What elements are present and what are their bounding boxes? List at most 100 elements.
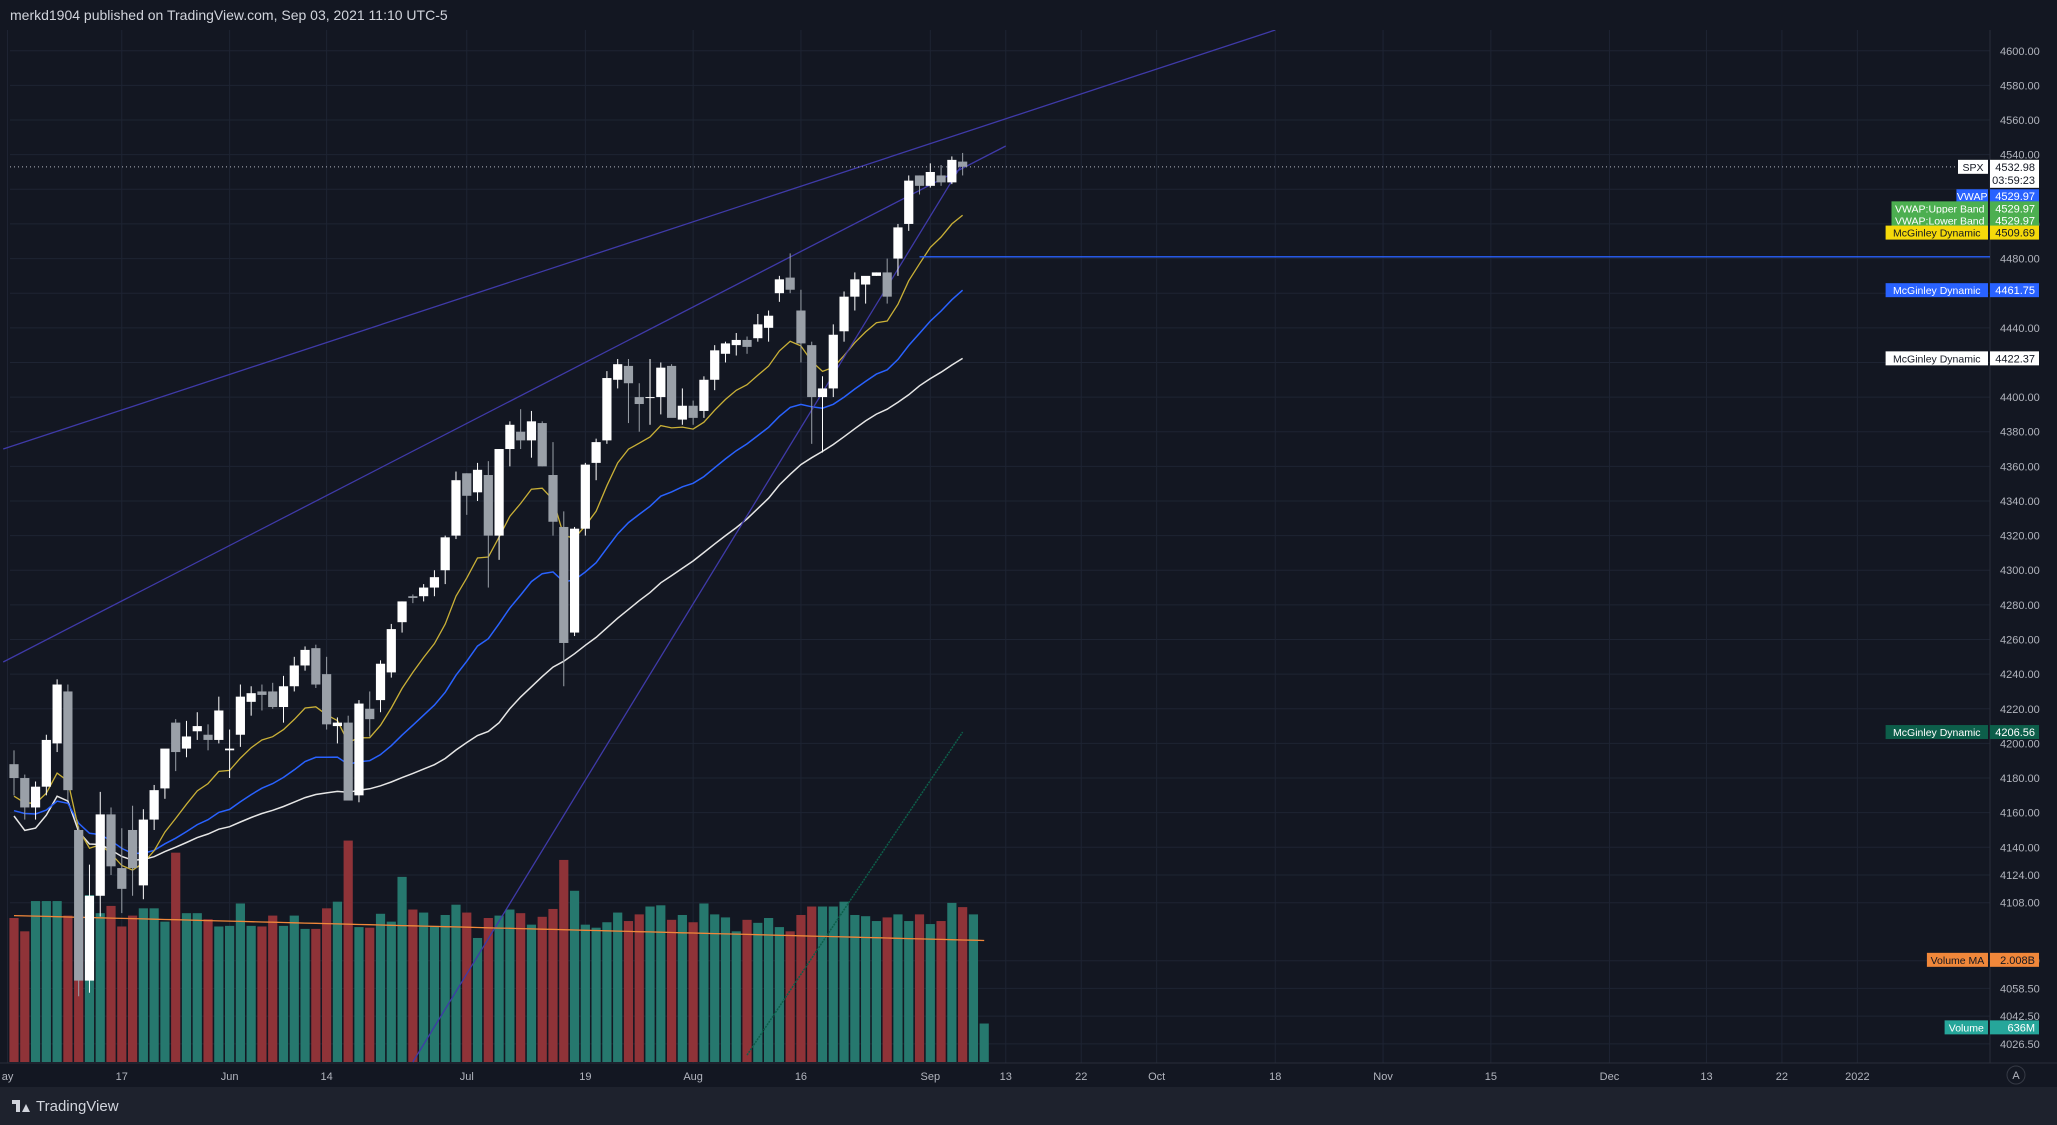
time-tick-label: 18	[1269, 1071, 1281, 1083]
candle-body	[171, 722, 181, 753]
volume-bar	[623, 921, 634, 1062]
volume-bar	[332, 901, 342, 1062]
price-tick-label: 4240.00	[2000, 669, 2040, 681]
candle-body	[839, 296, 849, 332]
time-tick-label: 2022	[1845, 1071, 1869, 1083]
auto-scale-button[interactable]: A	[2006, 1065, 2026, 1085]
time-axis[interactable]: ay 17 Jun 14 Jul 19 Aug 16 Sep 13 22 Oct 18 Nov 15 Dec 1…	[2, 1065, 2026, 1085]
price-tick-label: 4340.00	[2000, 496, 2040, 508]
price-label-value: 2.008B	[2000, 955, 2035, 967]
price-label-name-box	[1944, 1020, 1988, 1035]
candle-body	[613, 364, 623, 380]
price-label-name-box	[1956, 189, 1988, 204]
price-label-name-box	[1958, 159, 1988, 174]
candle-body	[796, 310, 806, 344]
price-label-name-box	[1891, 213, 1988, 228]
tradingview-logo[interactable]: TradingView	[12, 1098, 119, 1115]
candle-body	[602, 378, 612, 441]
candle-body	[785, 277, 795, 290]
volume-bar	[52, 901, 62, 1062]
price-tick-label: 4360.00	[2000, 461, 2040, 473]
volume-bar	[537, 916, 547, 1062]
volume-bar	[710, 914, 720, 1062]
volume-bar	[764, 918, 774, 1062]
volume-bar	[861, 916, 871, 1062]
price-tick-label: 4560.00	[2000, 115, 2040, 127]
time-tick-label: Aug	[683, 1071, 703, 1083]
candle-body	[246, 693, 256, 702]
volume-bar	[785, 931, 795, 1062]
candle-body	[893, 227, 903, 259]
candle-body	[149, 790, 159, 820]
volume-bar	[462, 912, 472, 1062]
volume-bar	[214, 926, 224, 1062]
price-tick-label: 4140.00	[2000, 842, 2040, 854]
volume-bar	[451, 904, 461, 1062]
volume-bars	[9, 840, 989, 1062]
candle-body	[731, 339, 741, 346]
volume-bar	[526, 924, 537, 1062]
candle-body	[181, 736, 192, 749]
candle-body	[386, 629, 396, 673]
price-tick-label: 4580.00	[2000, 80, 2040, 92]
volume-bar	[559, 859, 569, 1062]
price-tick-label: 4200.00	[2000, 738, 2040, 750]
candle-body	[52, 684, 62, 744]
candle-body	[397, 601, 407, 623]
candle-body	[257, 691, 267, 695]
price-label-name: McGinley Dynamic	[1893, 353, 1981, 365]
chart-background	[0, 0, 2057, 1087]
volume-bar	[354, 927, 364, 1062]
volume-bar	[656, 905, 666, 1062]
candle-body	[710, 350, 720, 380]
volume-bar	[117, 926, 127, 1062]
volume-bar	[472, 937, 483, 1062]
volume-bar	[322, 908, 332, 1062]
candle-body	[408, 596, 418, 598]
volume-bar	[699, 903, 709, 1062]
candle-body	[214, 710, 224, 740]
candle-body	[419, 587, 429, 597]
price-label-value: 4461.75	[1995, 285, 2035, 297]
volume-bar	[408, 909, 418, 1062]
volume-bar	[106, 905, 116, 1062]
candle-body	[440, 537, 450, 571]
mcginley-green-line	[746, 731, 964, 1056]
candle-body	[192, 726, 202, 732]
price-label-value: 4206.56	[1995, 727, 2035, 739]
price-chart[interactable]: 4600.004580.004560.004540.004500.004480.…	[0, 0, 2057, 1087]
price-tick-label: 4300.00	[2000, 565, 2040, 577]
candle-body	[753, 324, 763, 339]
mcginley-blue-line	[13, 289, 964, 855]
volume-bar	[850, 914, 860, 1062]
volume-bar	[289, 915, 299, 1062]
time-tick-label: 17	[116, 1071, 128, 1083]
volume-bar	[893, 914, 903, 1062]
price-tick-label: 4260.00	[2000, 635, 2040, 647]
price-label-name-box	[1891, 201, 1988, 216]
time-tick-label: 19	[579, 1071, 591, 1083]
candle-body	[850, 279, 860, 297]
volume-bar	[882, 917, 892, 1062]
candle-body	[20, 778, 30, 808]
price-label-name: VWAP:Upper Band	[1895, 203, 1985, 215]
candle-body	[365, 708, 375, 720]
candle-body	[483, 475, 493, 536]
volume-bar	[516, 913, 526, 1062]
volume-bar	[311, 928, 321, 1062]
price-label-value: 4529.97	[1995, 191, 2035, 203]
time-tick-label: Dec	[1600, 1071, 1620, 1083]
price-tick-label: 4220.00	[2000, 704, 2040, 716]
volume-bar	[979, 1023, 989, 1062]
candle-body	[9, 764, 19, 779]
price-tick-label: 4180.00	[2000, 773, 2040, 785]
candle-body	[947, 159, 957, 183]
volume-bar	[63, 915, 73, 1062]
candle-body	[958, 161, 968, 167]
candle-body	[580, 464, 590, 529]
candle-body	[160, 748, 170, 789]
volume-bar	[602, 922, 612, 1062]
trend-channel-line	[412, 162, 964, 1063]
candle-body	[828, 334, 838, 389]
